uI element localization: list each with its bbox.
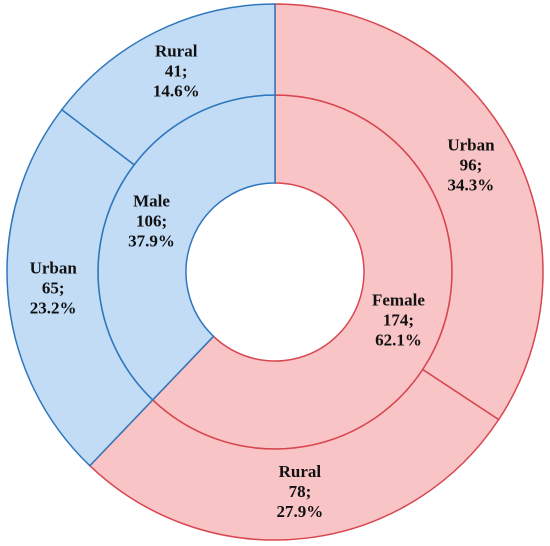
segment-label: 41; bbox=[165, 62, 188, 81]
outer-segment bbox=[6, 108, 154, 467]
segment-label: 27.9% bbox=[277, 502, 324, 521]
segment-label: 37.9% bbox=[128, 231, 175, 250]
segment-label: Urban bbox=[447, 135, 495, 154]
segment-label: 14.6% bbox=[153, 82, 200, 101]
segment-label: Rural bbox=[279, 462, 322, 481]
segment-label: 174; bbox=[383, 310, 414, 329]
segment-label: 106; bbox=[136, 211, 167, 230]
segment-label: 96; bbox=[460, 155, 483, 174]
outer-segment bbox=[60, 3, 276, 166]
segment-label: 34.3% bbox=[448, 175, 495, 194]
segment-label: 65; bbox=[42, 278, 65, 297]
segment-label: Urban bbox=[30, 258, 78, 277]
segment-label: 78; bbox=[289, 482, 312, 501]
outer-segment bbox=[88, 368, 500, 541]
segment-label: Male bbox=[133, 191, 170, 210]
segment-label: Female bbox=[372, 290, 425, 309]
segment-label: Rural bbox=[155, 42, 198, 61]
segment-label: 62.1% bbox=[375, 330, 422, 349]
segment-label: 23.2% bbox=[30, 298, 77, 317]
outer-segment bbox=[274, 3, 544, 421]
